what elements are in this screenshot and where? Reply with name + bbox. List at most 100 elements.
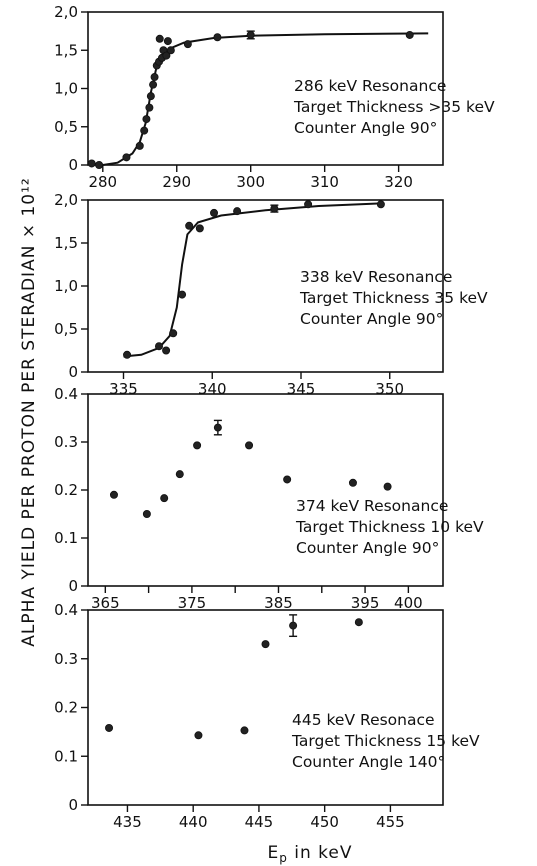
y-tick-label: 0.2 <box>54 481 78 499</box>
data-point <box>163 37 172 46</box>
annotation-line: Target Thickness >35 keV <box>293 98 495 116</box>
data-point <box>166 46 175 55</box>
x-tick-label: 280 <box>88 173 117 191</box>
data-point <box>154 342 163 351</box>
y-tick-label: 0.1 <box>54 529 78 547</box>
x-tick-label: 400 <box>394 594 423 612</box>
plot-frame <box>87 199 444 373</box>
y-tick-label: 0.4 <box>54 385 78 403</box>
data-point <box>109 490 118 499</box>
y-axis-label: ALPHA YIELD PER PROTON PER STERADIAN × 1… <box>19 177 39 646</box>
panel-374kev: 0 0.1 0.2 0.3 0.4 365 375 385 395 400 374 keV Reso… <box>54 385 484 612</box>
data-point <box>169 329 178 338</box>
x-tick-label: 300 <box>236 173 265 191</box>
x-tick-label: 350 <box>375 380 404 398</box>
x-tick-label: 340 <box>198 380 227 398</box>
y-tick-label: 0.3 <box>54 433 78 451</box>
annotation-line: Target Thickness 35 keV <box>299 289 488 307</box>
data-point-with-error <box>270 204 279 213</box>
data-point <box>175 470 184 479</box>
x-tick-label: 290 <box>162 173 191 191</box>
plot-frame <box>87 609 444 806</box>
data-point <box>135 141 144 150</box>
x-tick-label: 310 <box>310 173 339 191</box>
y-tick-label: 0.4 <box>54 601 78 619</box>
data-point <box>304 200 313 209</box>
y-tick-label: 0.1 <box>54 747 78 765</box>
panel-338kev: 0 0,5 1,0 1,5 2,0 335 340 345 350 338 keV Resonan… <box>54 191 488 398</box>
data-point <box>150 73 159 82</box>
x-tick-label: 320 <box>384 173 413 191</box>
panel-286kev: 0 0,5 1,0 1,5 2,0 280 290 300 310 320 286 keV Reso… <box>54 3 495 191</box>
x-axis-label-main: E <box>267 843 279 863</box>
annotation-line: Counter Angle 90° <box>296 539 439 557</box>
y-tick-label: 1,5 <box>54 234 78 252</box>
data-point <box>105 723 114 732</box>
data-point <box>149 80 158 89</box>
x-axis-label-subscript: p <box>279 851 288 865</box>
data-point <box>155 34 164 43</box>
x-tick-label: 375 <box>178 594 207 612</box>
data-point <box>233 207 242 216</box>
data-point <box>142 115 151 124</box>
data-point <box>87 159 96 168</box>
y-tick-label: 0.3 <box>54 650 78 668</box>
annotation-line: Counter Angle 90° <box>300 310 443 328</box>
annotation-line: 286 keV Resonance <box>294 77 446 95</box>
data-point <box>183 40 192 49</box>
y-tick-label: 2,0 <box>54 3 78 21</box>
y-tick-label: 0 <box>68 796 78 814</box>
y-tick-label: 0 <box>68 577 78 595</box>
y-tick-label: 0,5 <box>54 118 78 136</box>
y-tick-label: 2,0 <box>54 191 78 209</box>
data-point <box>194 731 203 740</box>
x-tick-label: 385 <box>264 594 293 612</box>
data-point <box>193 441 202 450</box>
data-point <box>95 160 104 169</box>
data-point-with-error <box>246 30 255 39</box>
data-point <box>405 30 414 39</box>
y-tick-label: 0.2 <box>54 699 78 717</box>
data-point <box>162 51 171 60</box>
annotation-line: 445 keV Resonace <box>292 711 435 729</box>
x-tick-label: 450 <box>310 813 339 831</box>
annotation-line: Counter Angle 90° <box>294 119 437 137</box>
data-point <box>383 482 392 491</box>
x-tick-label: 435 <box>113 813 142 831</box>
data-point <box>354 618 363 627</box>
x-tick-label: 440 <box>179 813 208 831</box>
data-point <box>123 350 132 359</box>
data-point <box>348 478 357 487</box>
data-point <box>210 208 219 217</box>
y-tick-label: 1,0 <box>54 277 78 295</box>
data-point <box>140 126 149 135</box>
data-point-with-error <box>213 423 222 432</box>
x-axis-label-rest: in keV <box>288 843 353 863</box>
data-point <box>376 200 385 209</box>
y-tick-label: 1,0 <box>54 80 78 98</box>
y-tick-label: 1,5 <box>54 41 78 59</box>
data-point <box>245 441 254 450</box>
x-axis-label: Ep in keV <box>267 843 352 865</box>
panel-445kev: 0 0.1 0.2 0.3 0.4 435 440 445 450 455 445 keV Reso… <box>54 601 480 831</box>
data-point <box>145 103 154 112</box>
annotation-line: Counter Angle 140° <box>292 753 445 771</box>
data-point <box>160 494 169 503</box>
data-point <box>142 509 151 518</box>
data-point <box>213 33 222 42</box>
data-point <box>195 224 204 233</box>
x-tick-label: 395 <box>351 594 380 612</box>
x-tick-label: 345 <box>287 380 316 398</box>
data-point <box>261 640 270 649</box>
data-point <box>178 290 187 299</box>
x-tick-label: 445 <box>245 813 274 831</box>
data-point-with-error <box>289 621 298 630</box>
x-tick-label: 335 <box>109 380 138 398</box>
y-tick-label: 0,5 <box>54 320 78 338</box>
x-tick-label: 365 <box>91 594 120 612</box>
data-point <box>240 726 249 735</box>
annotation-line: Target Thickness 10 keV <box>295 518 484 536</box>
data-point <box>162 346 171 355</box>
y-tick-label: 0 <box>68 363 78 381</box>
